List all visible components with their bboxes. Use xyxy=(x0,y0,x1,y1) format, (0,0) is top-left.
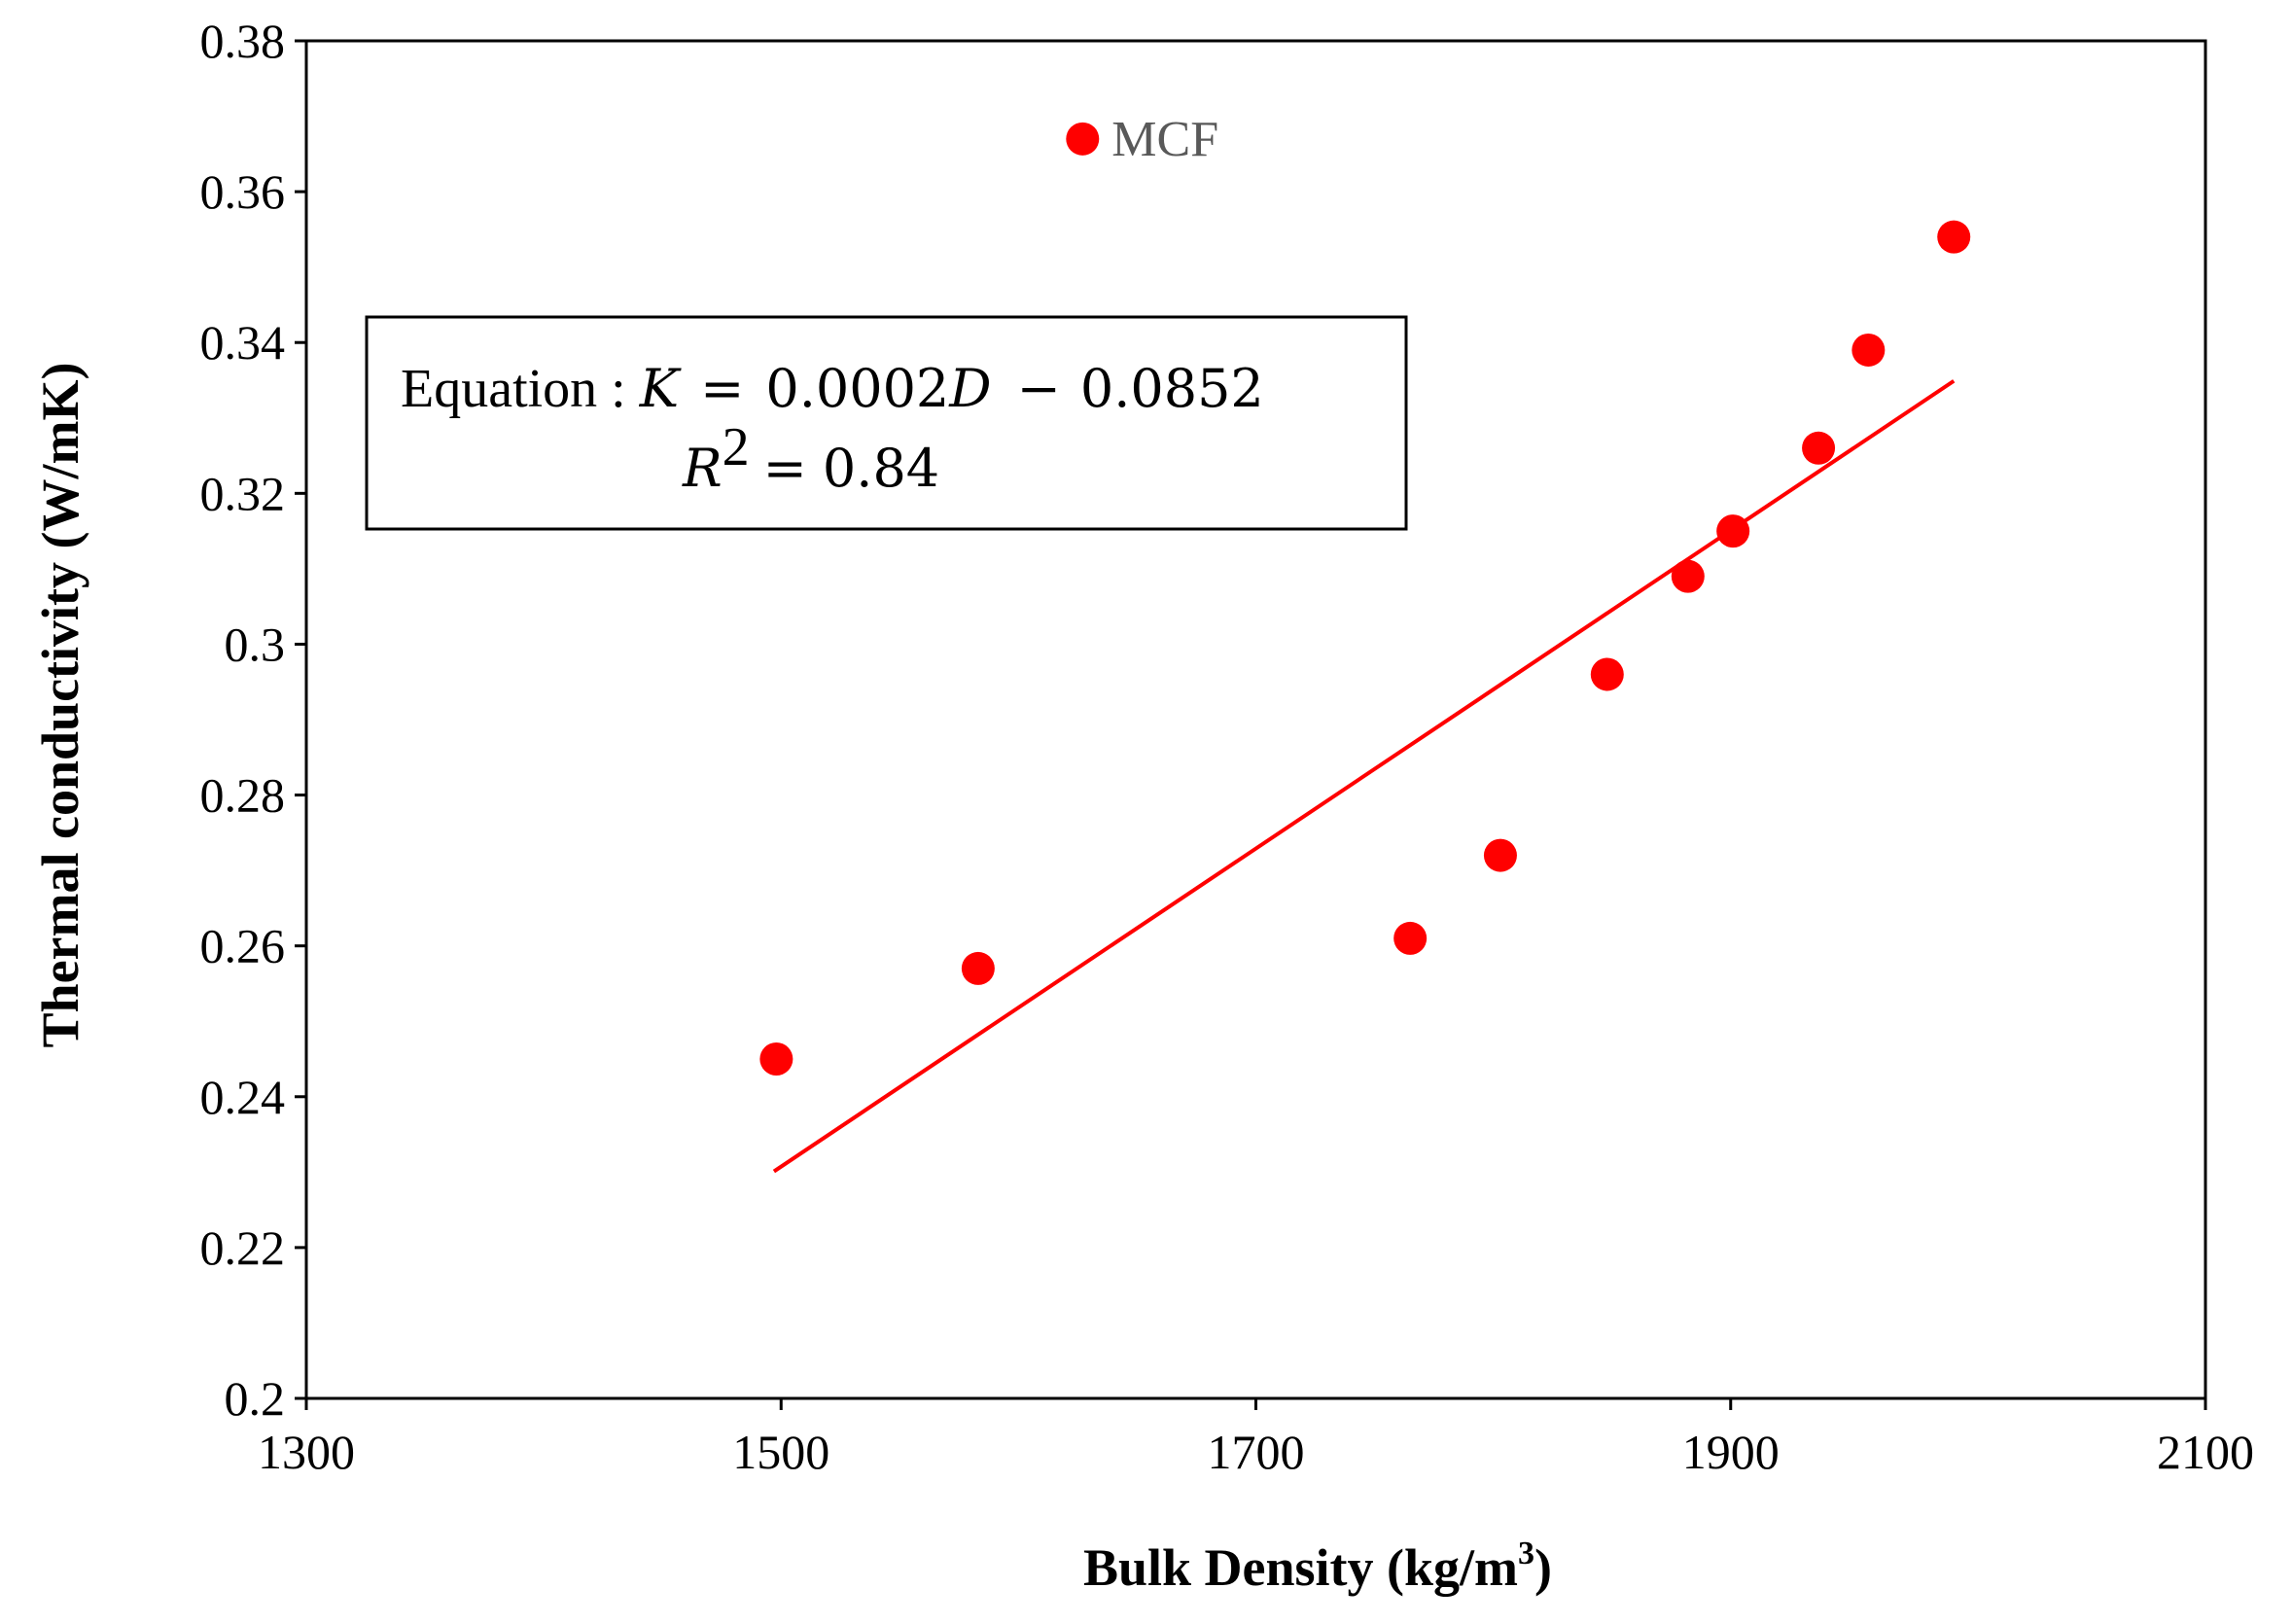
r-squared-var: R xyxy=(682,438,723,499)
y-tick-label: 0.32 xyxy=(200,466,286,520)
y-tick-label: 0.22 xyxy=(200,1220,286,1275)
y-tick-label: 0.28 xyxy=(200,768,286,823)
equation-var-k: K xyxy=(639,358,682,419)
plot-area-frame xyxy=(304,39,2207,1400)
data-point xyxy=(1393,921,1428,955)
data-point xyxy=(1483,838,1517,872)
data-point xyxy=(1937,220,1971,254)
data-point xyxy=(1590,657,1624,691)
data-point xyxy=(1716,514,1750,548)
y-tick-label: 0.26 xyxy=(200,919,286,973)
equation-slope: 0.0002 xyxy=(765,358,949,419)
x-axis-title-end: ) xyxy=(1534,1538,1552,1597)
x-axis-ticks: 1300 1500 1700 1900 2100 xyxy=(258,1398,2254,1479)
data-point xyxy=(759,1042,793,1076)
y-tick-label: 0.3 xyxy=(225,617,286,671)
x-axis-title-text: Bulk Density (kg/m xyxy=(1083,1538,1518,1597)
data-point xyxy=(961,951,995,985)
equation-line: Equation : K = 0.0002D −0.0852 xyxy=(401,358,1264,419)
data-point xyxy=(1802,431,1836,465)
x-axis-title-exponent: 3 xyxy=(1518,1536,1534,1571)
equation-intercept: 0.0852 xyxy=(1080,358,1264,419)
linear-trendline xyxy=(772,379,1956,1174)
y-tick-label: 0.38 xyxy=(200,14,286,68)
equation-minus: − xyxy=(1017,358,1061,419)
data-point xyxy=(1671,559,1705,593)
data-point-label: MCF xyxy=(1111,112,1218,167)
equation-box-frame xyxy=(365,315,1408,531)
x-tick-label: 1300 xyxy=(258,1425,355,1479)
x-tick-label: 1700 xyxy=(1208,1425,1305,1479)
data-point xyxy=(1066,122,1100,156)
data-point xyxy=(1851,333,1886,367)
r-squared-line: R2 = 0.84 xyxy=(682,417,939,499)
x-tick-label: 2100 xyxy=(2157,1425,2254,1479)
y-axis-ticks: 0.2 0.22 0.24 0.26 0.28 0.3 0.32 0.34 0.36 0.38 xyxy=(200,14,306,1426)
y-tick-label: 0.2 xyxy=(225,1371,286,1426)
x-tick-label: 1500 xyxy=(732,1425,829,1479)
r-squared-equals: = xyxy=(763,438,807,499)
y-tick-label: 0.34 xyxy=(200,315,286,370)
y-tick-label: 0.24 xyxy=(200,1070,286,1124)
r-squared-value: 0.84 xyxy=(823,438,939,499)
equation-box: Equation : K = 0.0002D −0.0852 R2 = 0.84 xyxy=(365,315,1408,531)
x-axis-title: Bulk Density (kg/m3) xyxy=(1083,1536,1552,1597)
x-tick-label: 1900 xyxy=(1682,1425,1780,1479)
equation-equals: = xyxy=(700,358,744,419)
equation-prefix: Equation : xyxy=(401,359,640,419)
y-tick-label: 0.36 xyxy=(200,164,286,219)
data-points: MCF xyxy=(759,112,1971,1076)
equation-var-d: D xyxy=(948,358,991,419)
y-axis-title: Thermal conductivity (W/mK) xyxy=(31,363,89,1048)
r-squared-exponent: 2 xyxy=(723,417,750,477)
